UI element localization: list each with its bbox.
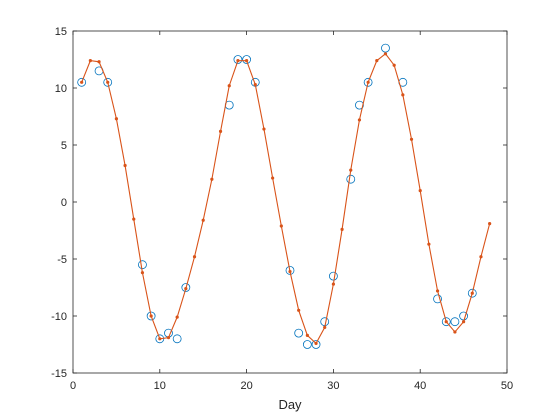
series-1-dot: [218, 129, 223, 133]
series-0-marker: [242, 55, 252, 64]
series-0-marker: [285, 265, 295, 275]
y-tick-label: 5: [61, 140, 67, 152]
series-1-dot: [401, 93, 405, 97]
series-0-marker: [294, 328, 304, 338]
series-1-dot: [453, 330, 457, 334]
series-1-dot: [340, 227, 344, 231]
series-0-marker: [363, 77, 373, 87]
series-1-dot: [409, 137, 414, 141]
series-0-marker: [302, 340, 312, 349]
series-1-dot: [323, 325, 327, 329]
series-1-dot: [184, 287, 188, 291]
series-0-marker: [355, 100, 364, 110]
series-1-dot: [210, 177, 214, 181]
x-tick-label: 0: [70, 380, 76, 392]
series-1-dot: [201, 218, 205, 222]
series-1-dot: [88, 59, 92, 63]
y-tick-label: 10: [55, 83, 67, 95]
y-tick-label: 0: [61, 197, 67, 209]
series-1-dot: [253, 82, 257, 87]
series-0-marker: [77, 77, 87, 87]
series-1-dot: [418, 189, 422, 193]
series-1-dot: [383, 52, 388, 56]
series-1-dot: [392, 63, 396, 67]
series-0-marker: [233, 55, 243, 64]
plot-area: [73, 31, 507, 373]
series-1-dot: [349, 168, 353, 172]
series-0-marker: [450, 317, 460, 327]
series-1-dot: [366, 80, 370, 84]
series-1-dot: [462, 320, 466, 324]
series-1-dot: [227, 84, 231, 88]
series-layer: [77, 43, 492, 349]
series-0-marker: [172, 334, 182, 344]
series-1-dot: [435, 289, 440, 293]
series-0-marker: [311, 340, 321, 349]
series-1-dot: [279, 224, 283, 228]
series-1-line: [81, 53, 491, 345]
series-1-dot: [192, 255, 197, 259]
x-axis-label: Day: [278, 397, 302, 412]
series-1-dot: [288, 269, 292, 274]
series-1-dot: [488, 222, 492, 226]
series-1-dot: [158, 337, 162, 341]
series-0-marker: [467, 288, 477, 298]
x-tick-label: 10: [154, 380, 166, 392]
y-tick-label: -5: [57, 254, 67, 266]
series-1-dot: [149, 314, 153, 318]
series-1-dot: [331, 282, 335, 286]
series-0-marker: [346, 174, 356, 184]
series-1-dot: [175, 315, 179, 319]
series-0-marker: [328, 271, 338, 281]
series-1-dot: [262, 127, 266, 131]
x-tick-label: 40: [414, 380, 426, 392]
x-tick-label: 30: [327, 380, 339, 392]
series-1-dot: [166, 336, 171, 340]
series-1-dot: [236, 59, 240, 63]
series-1-dot: [375, 59, 379, 63]
y-tick-label: -15: [51, 368, 67, 380]
series-1-dot: [444, 320, 448, 324]
y-tick-label: 15: [55, 26, 67, 38]
ticks-layer: 0 10 20 30 40 50 -15 -10 -5 0 5 10 15: [51, 26, 513, 392]
series-1-dot: [106, 80, 110, 84]
series-1-dot: [470, 291, 474, 295]
series-1-dot: [140, 271, 145, 275]
series-0-marker: [146, 311, 156, 321]
series-1-dot: [132, 217, 136, 221]
series-1-dot: [427, 242, 431, 246]
series-0-marker: [103, 77, 113, 87]
series-1-dot: [114, 117, 118, 121]
series-1-dot: [123, 163, 127, 168]
series-0-marker: [433, 294, 442, 304]
x-tick-label: 50: [501, 380, 513, 392]
x-tick-label: 20: [240, 380, 252, 392]
series-0-marker: [138, 260, 147, 270]
series-1-dot: [80, 80, 84, 84]
series-1-dot: [305, 333, 309, 337]
series-1-dot: [479, 255, 483, 259]
series-1-dot: [314, 341, 318, 345]
y-tick-label: -10: [51, 311, 67, 323]
series-1-dot: [245, 59, 249, 63]
series-1-dot: [357, 118, 362, 122]
series-0-marker: [441, 317, 451, 327]
series-1-dot: [97, 60, 101, 64]
series-0-marker: [381, 43, 390, 53]
series-0-marker: [181, 283, 191, 292]
series-1-dot: [271, 176, 275, 180]
series-1-dot: [297, 308, 301, 312]
